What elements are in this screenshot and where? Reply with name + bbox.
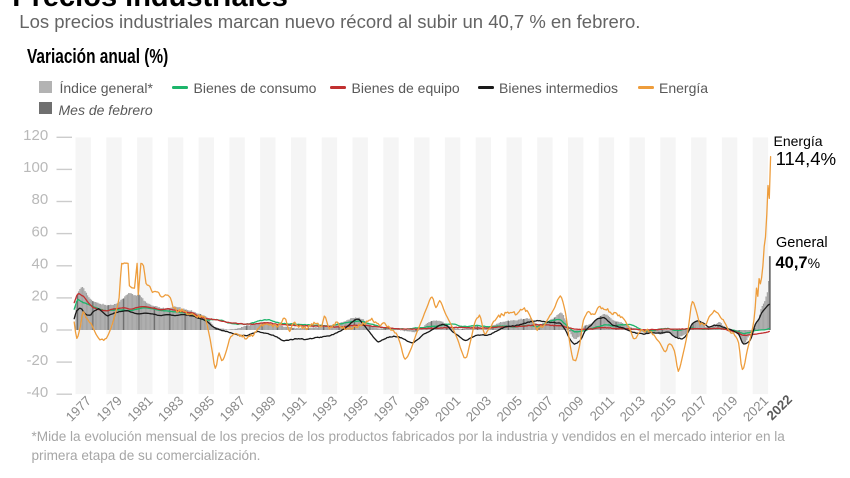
svg-text:1987: 1987 bbox=[217, 393, 248, 424]
svg-text:1981: 1981 bbox=[124, 393, 155, 424]
svg-text:80: 80 bbox=[32, 191, 49, 208]
svg-text:2015: 2015 bbox=[648, 393, 679, 424]
svg-text:-40: -40 bbox=[27, 384, 49, 401]
svg-text:120: 120 bbox=[23, 127, 48, 144]
svg-text:2022: 2022 bbox=[764, 392, 795, 423]
svg-text:2001: 2001 bbox=[432, 393, 463, 424]
svg-text:1977: 1977 bbox=[63, 393, 94, 424]
svg-text:2011: 2011 bbox=[587, 393, 618, 424]
svg-text:60: 60 bbox=[32, 223, 49, 240]
svg-text:100: 100 bbox=[23, 159, 48, 176]
svg-text:1999: 1999 bbox=[401, 393, 432, 424]
svg-text:2009: 2009 bbox=[555, 393, 586, 424]
svg-text:40: 40 bbox=[32, 256, 49, 273]
svg-text:20: 20 bbox=[32, 288, 49, 305]
svg-text:2017: 2017 bbox=[678, 393, 709, 424]
svg-text:2013: 2013 bbox=[617, 393, 648, 424]
svg-text:1983: 1983 bbox=[155, 393, 186, 424]
svg-text:0: 0 bbox=[40, 320, 48, 337]
svg-text:1989: 1989 bbox=[247, 393, 278, 424]
svg-text:1995: 1995 bbox=[340, 393, 371, 424]
svg-text:2007: 2007 bbox=[524, 393, 555, 424]
svg-text:1985: 1985 bbox=[186, 393, 217, 424]
svg-text:1993: 1993 bbox=[309, 393, 340, 424]
svg-text:2019: 2019 bbox=[709, 393, 740, 424]
svg-text:2005: 2005 bbox=[494, 393, 525, 424]
svg-text:2003: 2003 bbox=[463, 393, 494, 424]
svg-text:-20: -20 bbox=[27, 352, 49, 369]
svg-text:1991: 1991 bbox=[278, 393, 309, 424]
svg-text:1997: 1997 bbox=[371, 393, 402, 424]
svg-text:1979: 1979 bbox=[94, 393, 125, 424]
